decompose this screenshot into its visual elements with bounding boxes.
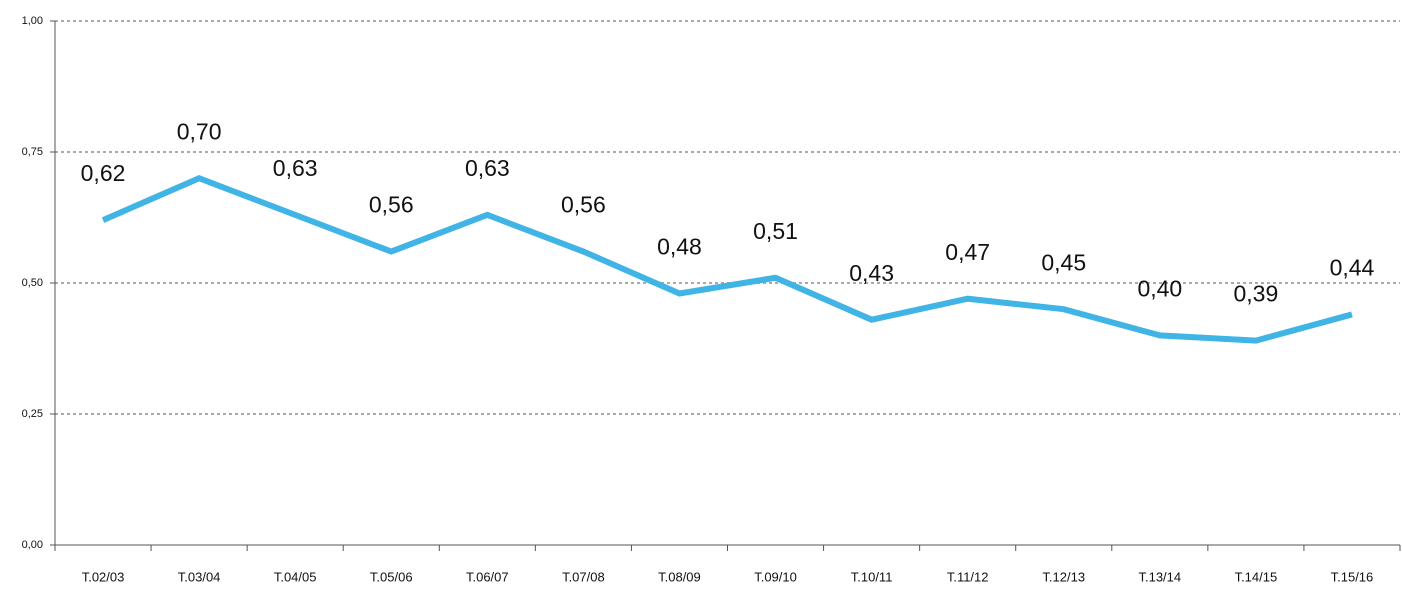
- x-tick-label: T.07/08: [562, 569, 605, 584]
- x-tick-label: T.11/12: [947, 569, 989, 584]
- x-tick-label: T.12/13: [1042, 569, 1085, 584]
- y-tick-label: 1,00: [22, 15, 43, 27]
- x-tick-label: T.05/06: [370, 569, 413, 584]
- data-label: 0,39: [1234, 281, 1279, 307]
- data-label: 0,62: [81, 160, 126, 186]
- data-label: 0,43: [849, 260, 894, 286]
- x-tick-label: T.03/04: [178, 569, 221, 584]
- data-label: 0,44: [1330, 255, 1375, 281]
- x-tick-label: T.13/14: [1138, 569, 1181, 584]
- data-label: 0,48: [657, 234, 702, 260]
- data-label: 0,47: [945, 239, 990, 265]
- x-tick-label: T.06/07: [466, 569, 509, 584]
- y-tick-label: 0,00: [22, 539, 43, 551]
- data-label: 0,56: [369, 192, 414, 218]
- data-label: 0,56: [561, 192, 606, 218]
- x-tick-label: T.09/10: [754, 569, 797, 584]
- y-tick-label: 0,75: [22, 146, 43, 158]
- data-label: 0,45: [1041, 249, 1086, 275]
- data-label: 0,63: [273, 155, 318, 181]
- x-tick-label: T.10/11: [851, 569, 893, 584]
- data-label: 0,63: [465, 155, 510, 181]
- y-tick-label: 0,50: [22, 277, 43, 289]
- x-tick-label: T.08/09: [658, 569, 701, 584]
- data-label: 0,51: [753, 218, 798, 244]
- x-tick-label: T.15/16: [1331, 569, 1374, 584]
- y-tick-label: 0,25: [22, 408, 43, 420]
- data-label: 0,70: [177, 118, 222, 144]
- x-tick-label: T.04/05: [274, 569, 317, 584]
- x-tick-label: T.14/15: [1235, 569, 1278, 584]
- line: [101, 174, 1353, 344]
- data-label: 0,40: [1137, 275, 1182, 301]
- x-tick-label: T.02/03: [82, 569, 125, 584]
